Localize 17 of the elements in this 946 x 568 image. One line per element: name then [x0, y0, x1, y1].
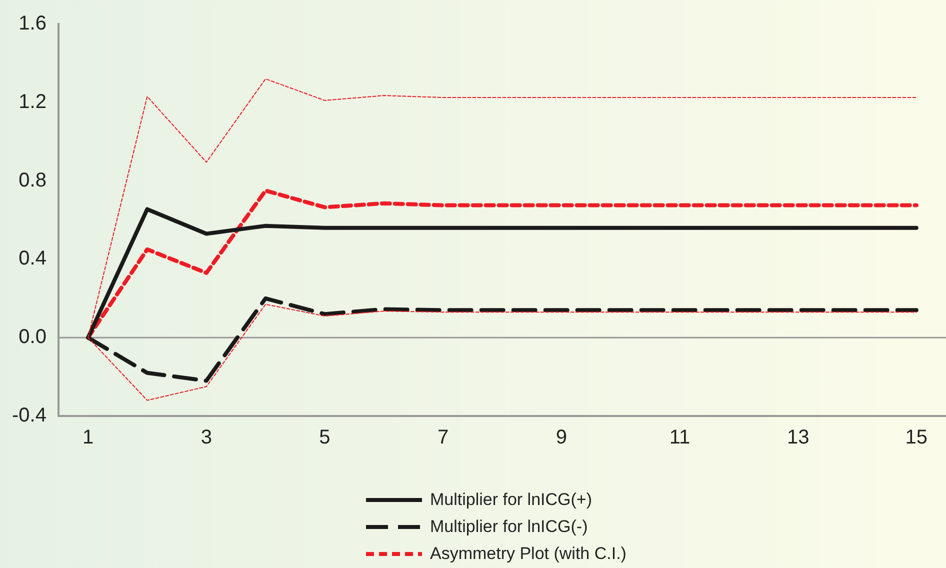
y-tick-label: 1.6 — [18, 12, 46, 35]
legend-label: Multiplier for lnICG(-) — [430, 516, 588, 536]
x-tick-label: 3 — [200, 426, 212, 449]
y-tick-label: 0.8 — [18, 169, 46, 192]
x-tick-label: 13 — [786, 426, 810, 449]
y-tick-label: 0.0 — [18, 326, 46, 348]
y-tick-label: 0.4 — [18, 248, 46, 270]
x-tick-label: 15 — [905, 426, 928, 449]
y-tick-label: 1.2 — [18, 90, 46, 113]
legend-label: Asymmetry Plot (with C.I.) — [430, 544, 626, 564]
x-tick-label: 5 — [319, 426, 330, 449]
y-tick-label: -0.4 — [12, 404, 46, 427]
x-tick-label: 1 — [82, 426, 94, 449]
legend-label: Multiplier for lnICG(+) — [430, 490, 592, 510]
x-tick-label: 11 — [669, 426, 690, 449]
x-tick-label: 7 — [438, 426, 449, 449]
x-tick-label: 9 — [556, 426, 567, 449]
